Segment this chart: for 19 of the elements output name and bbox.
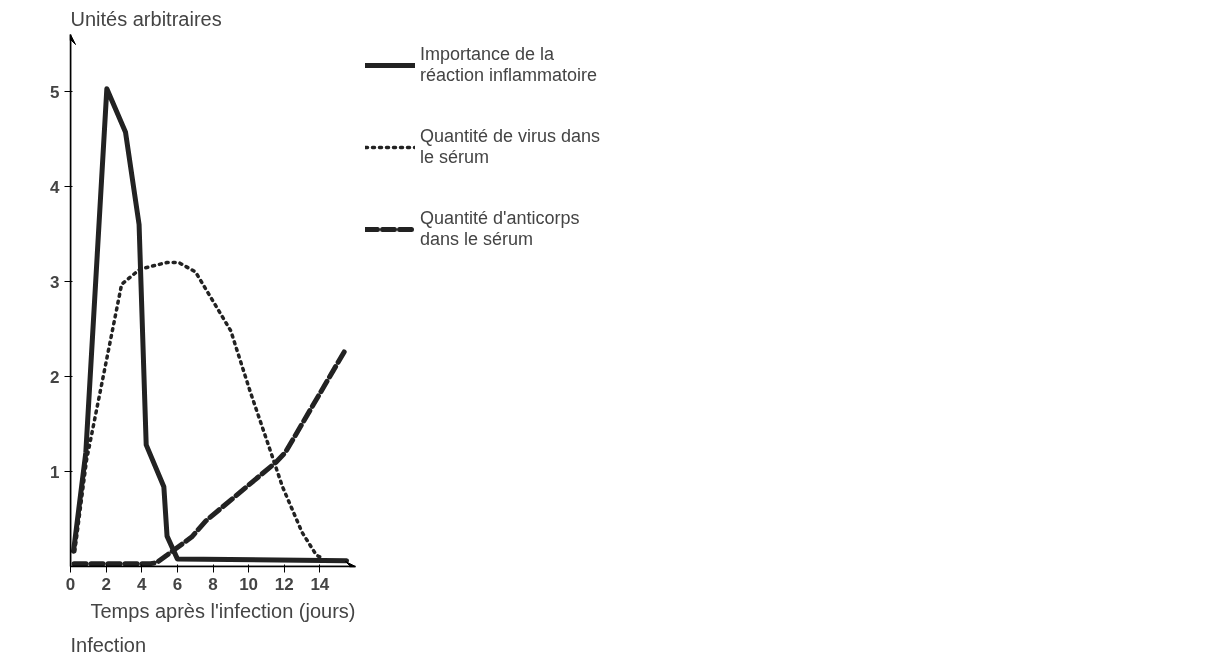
legend-label: Importance de la réaction inflammatoire [420,44,599,86]
y-tick-label: 5 [50,82,60,102]
x-tick-label: 10 [239,574,259,594]
x-tick-label: 0 [65,574,76,594]
x-tick-label: 4 [137,574,148,594]
x-tick-label: 14 [310,574,330,594]
x-tick-label: 12 [274,574,294,594]
x-tick-label: 8 [208,574,218,594]
text: Infection [70,633,147,656]
x-axis-title: Temps après l'infection (jours) [90,599,356,622]
y-tick-label: 2 [50,367,60,387]
y-tick-label: 3 [50,272,60,292]
legend-label: Quantité d'anticorps dans le sérum [420,208,581,250]
y-tick-label: 1 [50,462,60,482]
legend-label: Quantité de virus dans le sérum [420,126,602,168]
y-axis-title: Unités arbitraires [70,7,222,30]
y-tick-label: 4 [50,177,61,197]
x-tick-label: 2 [101,574,111,594]
x-tick-label: 6 [172,574,183,594]
